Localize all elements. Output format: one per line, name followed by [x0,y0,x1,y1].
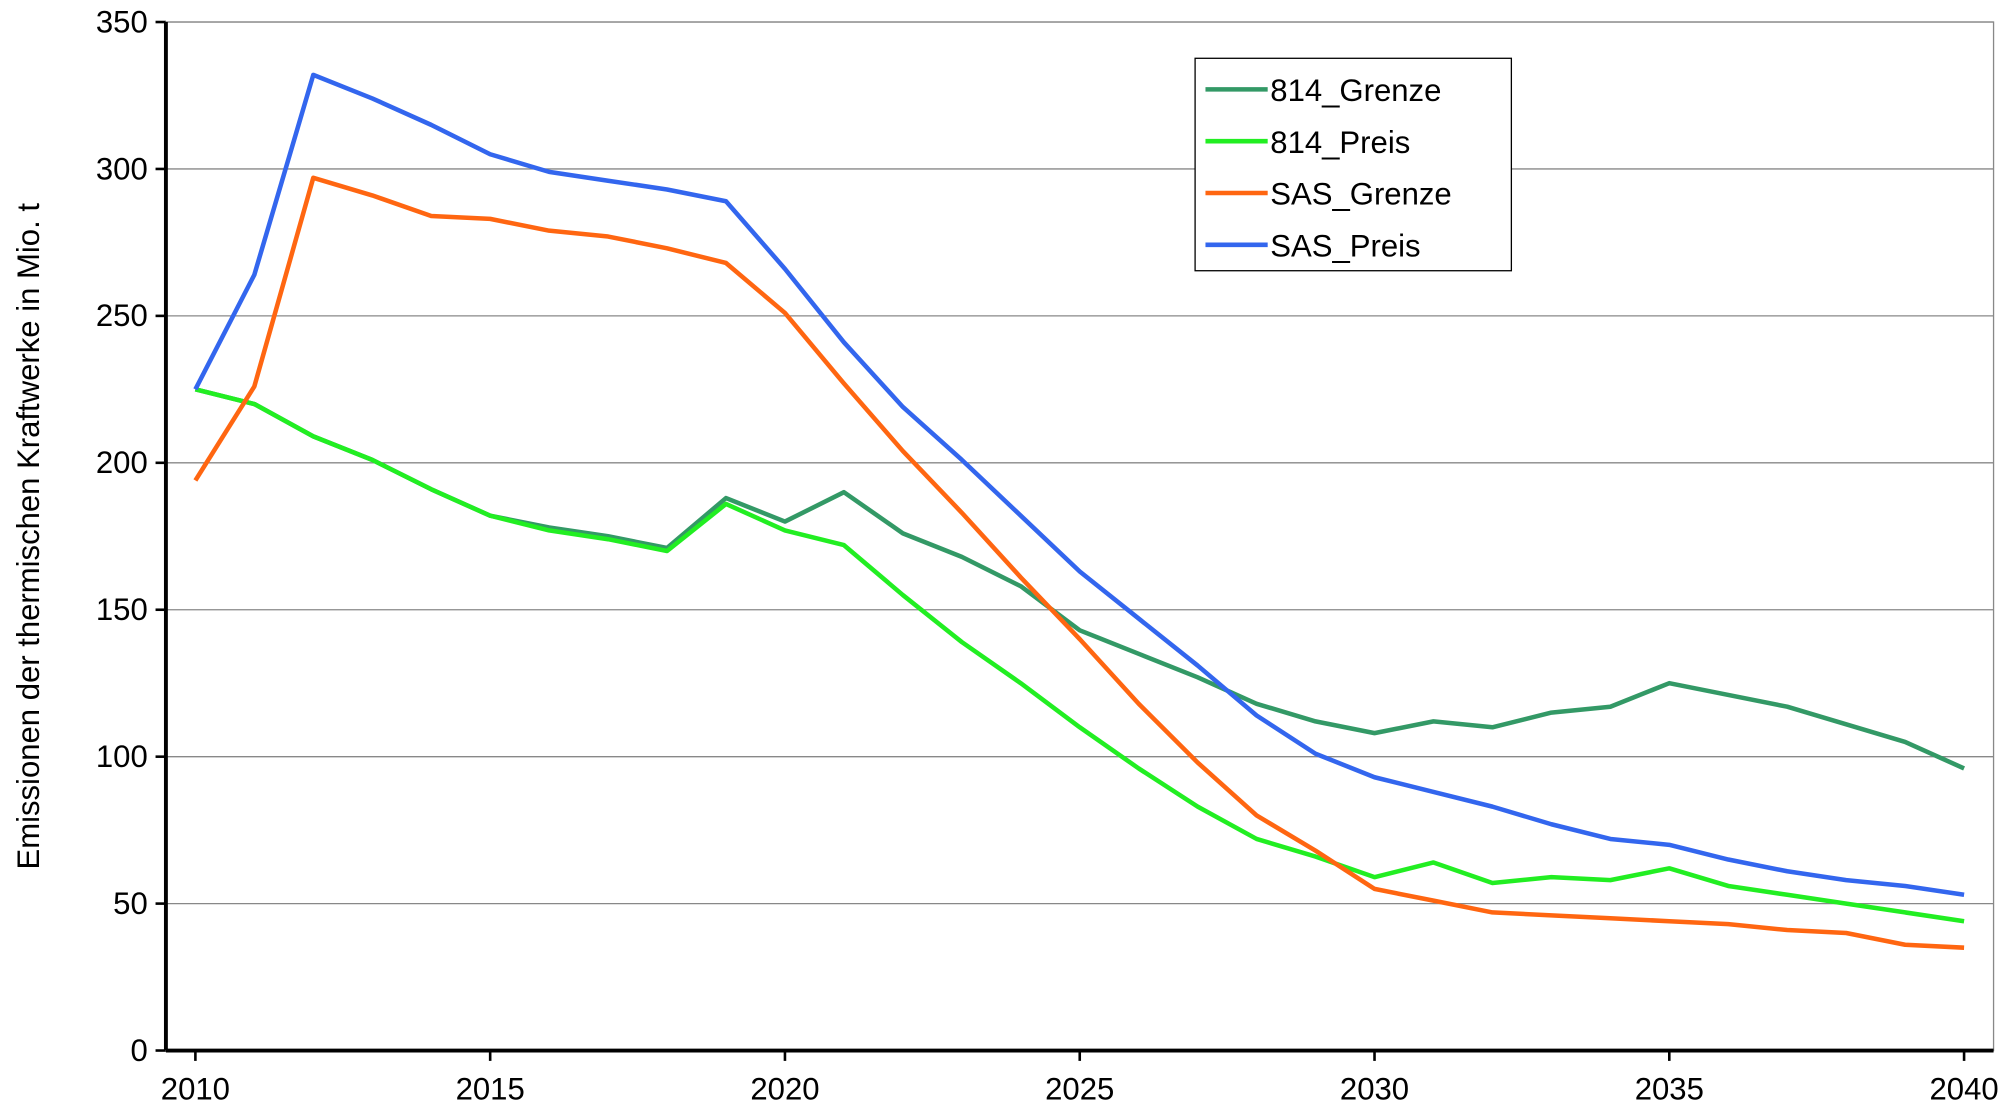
x-tick-label: 2010 [161,1072,230,1107]
line-series [194,387,1965,924]
plot-frame [165,21,1995,1052]
x-tick-label: 2040 [1929,1072,1998,1107]
x-tick-label: 2035 [1635,1072,1704,1107]
line-series [193,72,1965,898]
legend-label: 814_Preis [1270,125,1410,160]
line-series [194,387,1966,771]
legend-label: SAS_Grenze [1270,177,1451,212]
y-tick-label: 0 [130,1033,147,1068]
y-tick-label: 150 [96,592,148,627]
legend-label: SAS_Preis [1270,228,1420,263]
y-tick-label: 250 [96,298,148,333]
x-tick-label: 2020 [750,1072,819,1107]
y-tick-label: 300 [96,151,148,186]
x-tick-label: 2025 [1045,1072,1114,1107]
y-tick-label: 200 [96,445,148,480]
y-tick-label: 100 [96,739,148,774]
x-tick-label: 2030 [1340,1072,1409,1107]
y-axis-label: Emissionen der thermischen Kraftwerke in… [11,203,46,870]
legend-label: 814_Grenze [1270,73,1441,108]
line-series [193,175,1965,950]
y-tick-label: 350 [96,4,148,39]
x-tick-label: 2015 [456,1072,525,1107]
y-tick-label: 50 [113,886,148,921]
legend-box [1194,57,1513,272]
